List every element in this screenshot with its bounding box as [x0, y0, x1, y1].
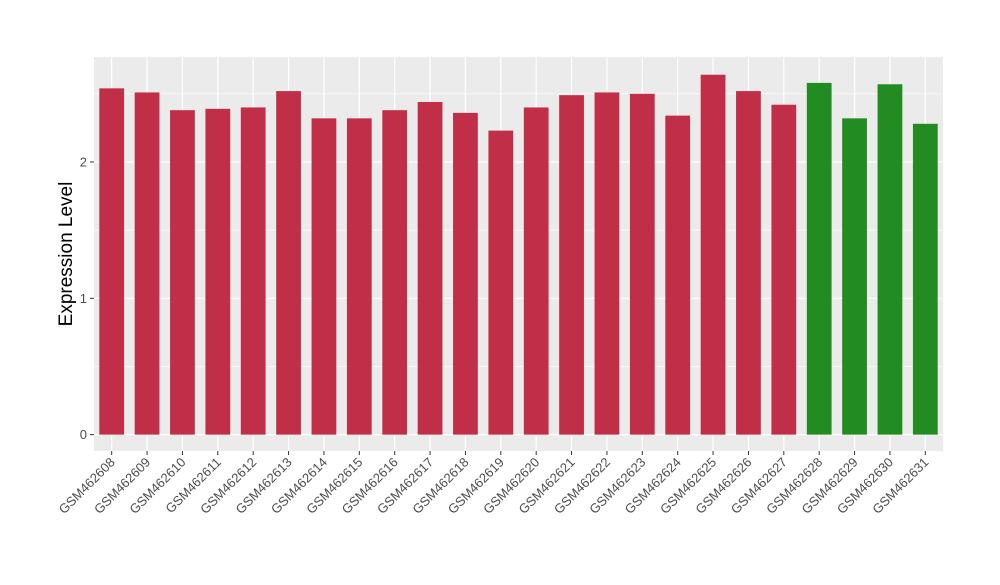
y-axis: 0 1 2	[80, 154, 94, 442]
bar-GSM462627	[771, 104, 797, 435]
x-axis: GSM462608GSM462609GSM462610GSM462611GSM4…	[56, 451, 931, 517]
bar-GSM462611	[205, 108, 231, 435]
bar-GSM462609	[134, 92, 160, 435]
bar-GSM462629	[842, 118, 867, 435]
bar-GSM462615	[346, 118, 372, 435]
y-tick-label: 0	[80, 427, 87, 442]
bar-GSM462626	[736, 91, 761, 435]
bar-GSM462623	[629, 93, 655, 435]
y-tick-label: 1	[80, 291, 87, 306]
bar-GSM462610	[170, 110, 195, 435]
bar-GSM462619	[488, 130, 514, 435]
bar-GSM462618	[453, 112, 478, 435]
bar-GSM462608	[99, 88, 125, 435]
bar-GSM462620	[523, 107, 549, 435]
bar-GSM462625	[700, 74, 726, 435]
bar-GSM462631	[912, 123, 938, 435]
bar-GSM462624	[665, 115, 691, 435]
bar-GSM462628	[806, 82, 832, 435]
y-axis-label: Expression Level	[56, 182, 77, 327]
bar-GSM462614	[311, 118, 337, 435]
bar-GSM462617	[417, 101, 443, 435]
bar-GSM462613	[276, 91, 301, 435]
bar-GSM462621	[559, 95, 584, 435]
bars	[99, 74, 938, 435]
y-tick-label: 2	[80, 154, 87, 169]
bar-GSM462630	[877, 84, 903, 435]
bar-GSM462612	[240, 107, 266, 435]
bar-GSM462616	[382, 110, 408, 435]
bar-GSM462622	[594, 92, 620, 435]
plot-panel	[94, 57, 943, 451]
